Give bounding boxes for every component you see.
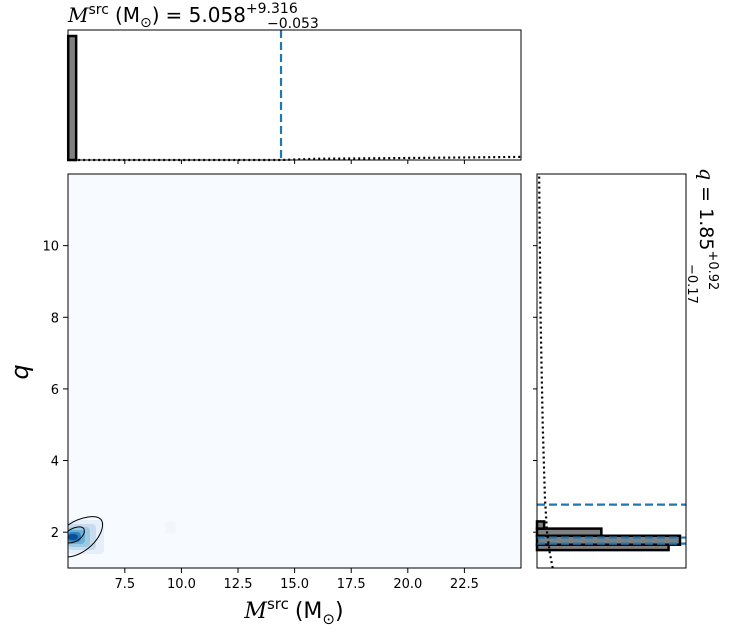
y-tick-label: 10: [42, 240, 59, 255]
y-tick-label: 8: [51, 311, 59, 326]
contour-inner: [67, 526, 85, 544]
joint-axes: 7.5 10.0 12.5 15.0 17.5 20.0 22.5 2 4 6 8 10: [42, 173, 522, 592]
y-tick-label: 4: [51, 455, 59, 470]
x-axis-label: Msrc (M⊙): [243, 595, 343, 628]
x-tick-label: 17.5: [337, 577, 366, 592]
x-tick-label: 15.0: [280, 577, 309, 592]
x-marginal-axes: [66, 29, 522, 164]
top-title: Msrc (M⊙) = 5.058+9.316: [67, 1, 298, 31]
x-tick-label: 12.5: [224, 577, 253, 592]
y-tick-label: 6: [51, 383, 59, 398]
x-tick-label: 22.5: [450, 577, 479, 592]
joint-background: [68, 174, 521, 568]
y-tick-label: 2: [51, 526, 59, 541]
density-cell: [68, 534, 79, 541]
x-marginal-frame: [67, 29, 522, 161]
right-title: q= 1.85+0.92 −0.17: [684, 168, 720, 304]
x-hist-bar: [66, 34, 78, 162]
y-prior-curve: [538, 173, 554, 569]
x-tick-label: 10.0: [167, 577, 196, 592]
svg-text:q= 1.85+0.92: q= 1.85+0.92: [695, 168, 720, 290]
y-axis-label: q: [6, 364, 34, 379]
y-marginal-frame: [536, 173, 687, 569]
y-marginal-axes: [533, 173, 687, 569]
svg-text:−0.17: −0.17: [684, 264, 699, 304]
x-tick-label: 7.5: [114, 577, 135, 592]
x-tick-label: 20.0: [393, 577, 422, 592]
top-title-minus: −0.053: [267, 16, 319, 32]
contour-outer: [67, 516, 104, 558]
density-faint: [165, 521, 176, 534]
y-hist-bar: [535, 520, 546, 530]
